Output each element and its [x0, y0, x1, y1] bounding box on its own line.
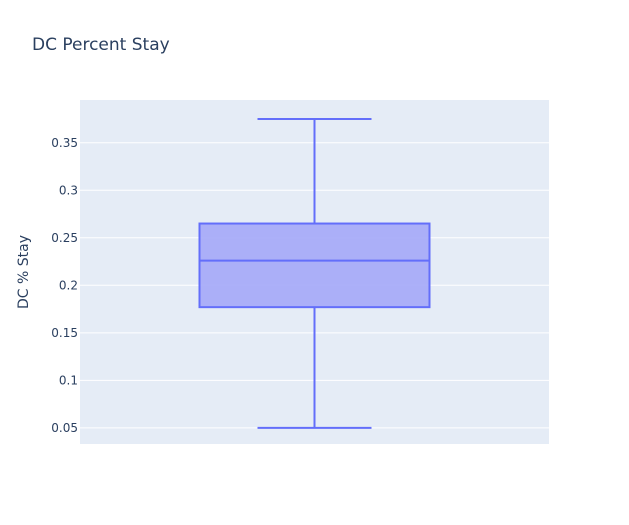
box-series [198, 118, 431, 429]
y-tick-label: 0.05 [51, 421, 78, 435]
y-tick-label: 0.3 [59, 183, 78, 197]
iqr-box [198, 222, 431, 309]
y-tick-label: 0.25 [51, 231, 78, 245]
y-tick-label: 0.1 [59, 373, 78, 387]
chart-title: DC Percent Stay [32, 35, 170, 55]
y-tick-label: 0.15 [51, 326, 78, 340]
y-axis-title: DC % Stay [16, 235, 32, 309]
y-axis-ticks: 0.05 0.1 0.15 0.2 0.25 0.3 0.35 [51, 136, 78, 435]
y-tick-label: 0.35 [51, 136, 78, 150]
y-tick-label: 0.2 [59, 278, 78, 292]
